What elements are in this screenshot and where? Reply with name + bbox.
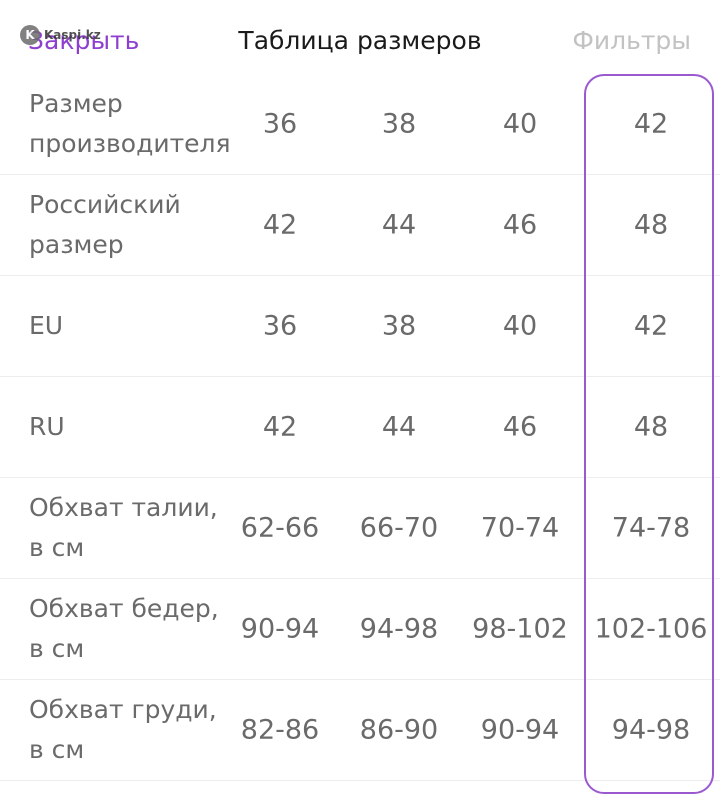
table-row: Обхват груди, в см 82-86 86-90 90-94 94-… — [0, 680, 720, 781]
table-cell[interactable]: 66-70 — [359, 512, 439, 544]
table-cell[interactable]: 86-90 — [359, 714, 439, 746]
table-cell[interactable]: 98-102 — [472, 613, 568, 645]
size-table: Размер производителя 36 38 40 42 Российс… — [0, 74, 720, 781]
watermark-text: Kaspi.kz — [44, 28, 101, 42]
table-cell[interactable]: 82-86 — [240, 714, 320, 746]
table-cell[interactable]: 42 — [262, 209, 298, 241]
table-cell[interactable]: 38 — [381, 108, 417, 140]
table-cell-selected[interactable]: 42 — [633, 310, 669, 342]
table-cell-selected[interactable]: 102-106 — [594, 613, 708, 645]
page-title: Таблица размеров — [238, 26, 482, 55]
table-cell[interactable]: 44 — [381, 411, 417, 443]
table-cell[interactable]: 94-98 — [359, 613, 439, 645]
filters-button[interactable]: Фильтры — [572, 26, 691, 55]
table-cell[interactable]: 38 — [381, 310, 417, 342]
table-cell-selected[interactable]: 74-78 — [611, 512, 691, 544]
table-cell[interactable]: 90-94 — [480, 714, 560, 746]
close-button[interactable]: Закрыть — [28, 26, 140, 55]
table-cell[interactable]: 46 — [502, 411, 538, 443]
table-cell[interactable]: 42 — [262, 411, 298, 443]
table-cell[interactable]: 62-66 — [240, 512, 320, 544]
table-cell-selected[interactable]: 42 — [633, 108, 669, 140]
table-cell[interactable]: 40 — [502, 310, 538, 342]
row-label: Размер производителя — [29, 89, 231, 158]
table-row: Обхват талии, в см 62-66 66-70 70-74 74-… — [0, 478, 720, 579]
table-cell[interactable]: 46 — [502, 209, 538, 241]
table-cell[interactable]: 40 — [502, 108, 538, 140]
table-cell-selected[interactable]: 94-98 — [611, 714, 691, 746]
table-cell-selected[interactable]: 48 — [633, 411, 669, 443]
table-row: RU 42 44 46 48 — [0, 377, 720, 478]
watermark: K Kaspi.kz — [20, 25, 101, 45]
table-row: Обхват бедер, в см 90-94 94-98 98-102 10… — [0, 579, 720, 680]
table-cell[interactable]: 44 — [381, 209, 417, 241]
table-row: Размер производителя 36 38 40 42 — [0, 74, 720, 175]
table-cell[interactable]: 90-94 — [240, 613, 320, 645]
row-label: RU — [29, 412, 65, 441]
row-label: Российский размер — [29, 190, 181, 259]
table-row: Российский размер 42 44 46 48 — [0, 175, 720, 276]
kaspi-logo-icon: K — [20, 25, 40, 45]
row-label: Обхват груди, в см — [29, 695, 217, 764]
row-label: Обхват талии, в см — [29, 493, 218, 562]
table-row: EU 36 38 40 42 — [0, 276, 720, 377]
table-cell[interactable]: 36 — [262, 108, 298, 140]
table-cell[interactable]: 70-74 — [480, 512, 560, 544]
row-label: EU — [29, 311, 64, 340]
row-label: Обхват бедер, в см — [29, 594, 219, 663]
header: Закрыть K Kaspi.kz Таблица размеров Филь… — [0, 0, 720, 82]
table-cell-selected[interactable]: 48 — [633, 209, 669, 241]
table-cell[interactable]: 36 — [262, 310, 298, 342]
